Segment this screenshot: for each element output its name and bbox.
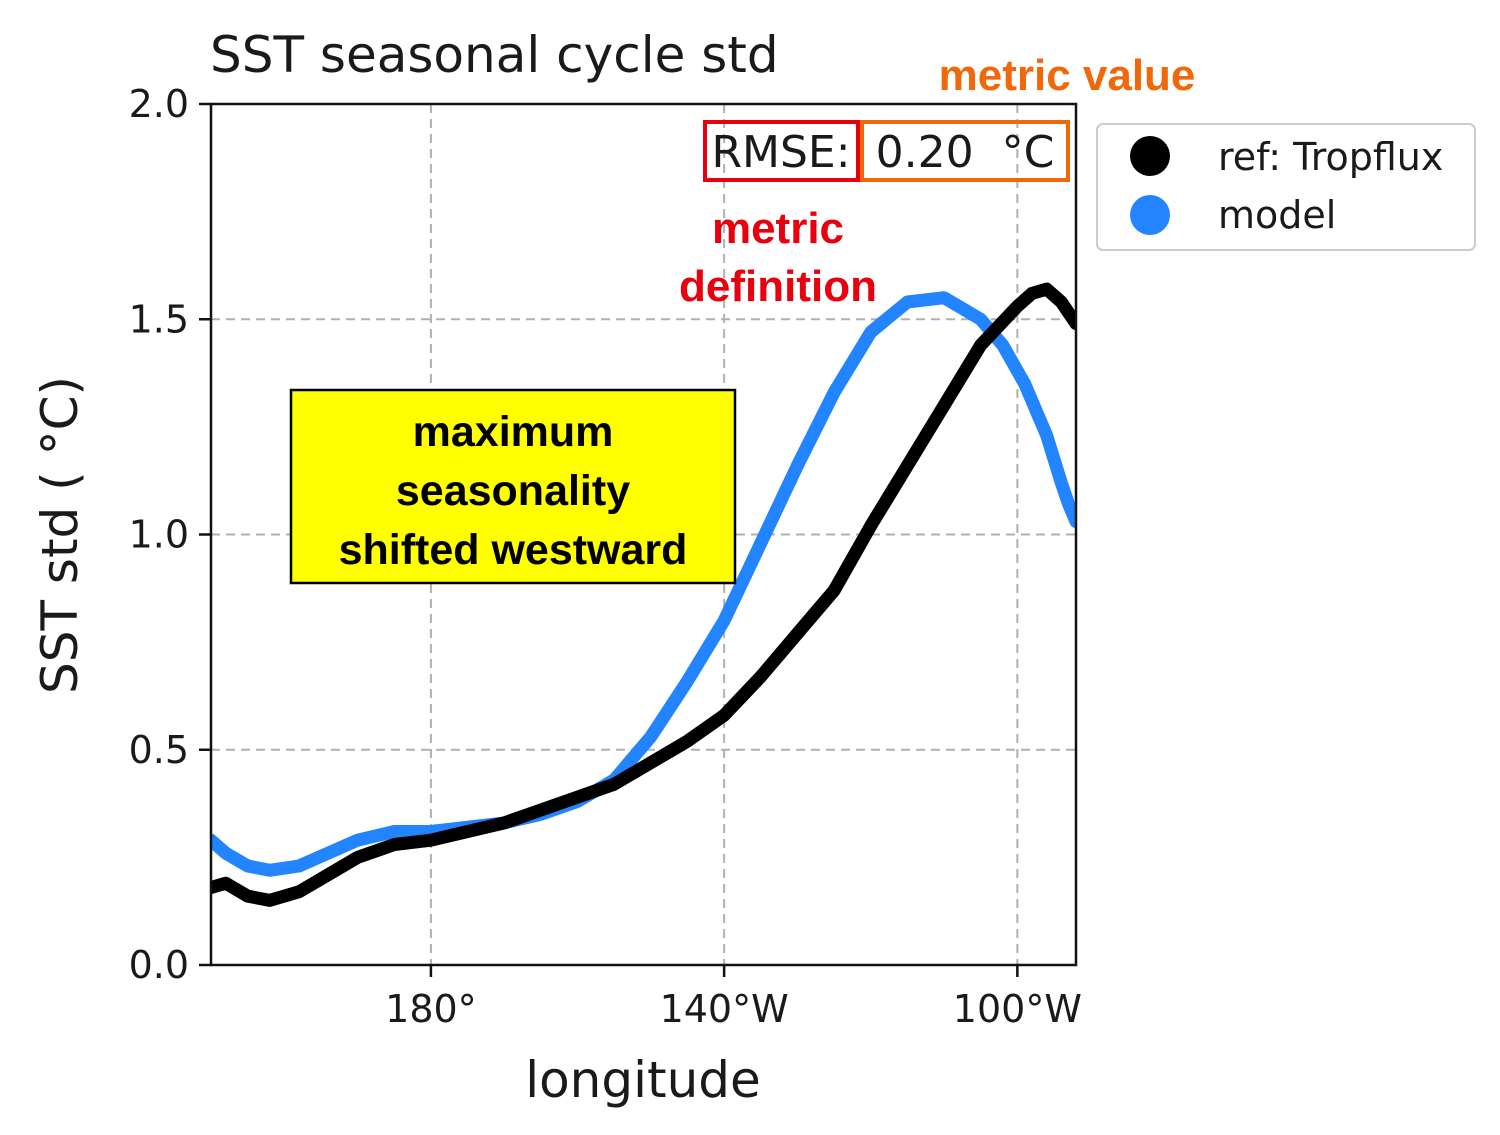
metric-definition-box [703,120,860,182]
series-line-model [211,291,1076,877]
series-lines [211,282,1076,907]
series-line-ref [211,282,1076,907]
y-tick-label: 1.5 [129,297,189,341]
legend-label-ref: ref: Tropflux [1218,135,1443,179]
y-tick-label: 1.0 [129,513,189,557]
highlight-line1: maximum [413,408,614,456]
legend-label-model: model [1218,193,1336,237]
metric-value-box [860,120,1070,182]
grid-lines [211,104,1076,965]
metric-definition-label-line2: definition [679,262,877,311]
axis-ticks: 0.0 0.5 1.0 1.5 2.0 180° 140°W 100°W [129,82,1082,1031]
metric-value: 0.20 °C [876,127,1055,178]
y-tick-label: 0.0 [129,943,189,987]
highlight-line2: seasonality [396,467,630,515]
metric-definition-label-line1: metric [712,204,844,253]
legend-marker-model [1130,195,1170,235]
highlight-line3: shifted westward [339,526,688,574]
x-tick-label: 100°W [953,987,1082,1031]
metric-value-label: metric value [939,51,1196,100]
chart-title: SST seasonal cycle std [210,26,779,84]
y-tick-label: 0.5 [129,728,189,772]
x-tick-label: 140°W [660,987,789,1031]
metric-name: RMSE: [711,127,850,178]
highlight-box [289,388,737,585]
y-tick-label: 2.0 [129,82,189,126]
legend: ref: Tropflux model [1096,123,1476,251]
x-axis-label: longitude [525,1051,761,1109]
y-axis-label: SST std ( °C) [31,376,89,694]
x-tick-label: 180° [385,987,477,1031]
legend-frame [1096,123,1476,251]
legend-marker-ref [1130,136,1170,176]
